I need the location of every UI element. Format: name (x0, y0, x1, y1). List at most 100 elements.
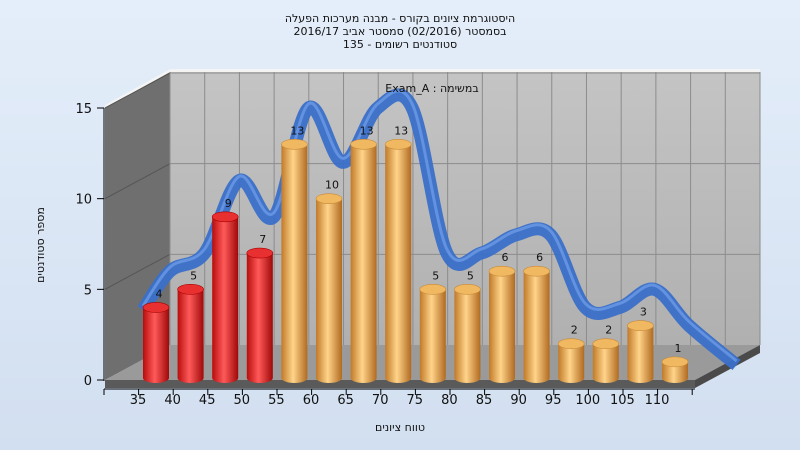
bar-top (627, 320, 654, 331)
bar-top (488, 265, 516, 277)
bar-top (211, 211, 239, 223)
bar-top (661, 356, 689, 368)
y-axis: 0 5 10 15 (75, 102, 105, 389)
x-tick-label: 45 (199, 393, 216, 408)
grid-lines (104, 72, 761, 345)
y-tick-label: 0 (84, 374, 92, 389)
bar-top (281, 138, 308, 150)
curve-highlight (141, 89, 738, 363)
x-tick-label: 40 (164, 393, 181, 408)
bar-top (419, 284, 447, 295)
bar-40 (177, 284, 204, 383)
bar-top (246, 247, 274, 259)
x-tick-label: 70 (372, 393, 389, 408)
x-tick-label: 100 (575, 393, 600, 408)
bar-top (592, 338, 620, 350)
x-tick-label: 35 (130, 393, 147, 408)
data-label: 5 (190, 269, 197, 282)
bar-45 (211, 211, 239, 383)
x-tick-label: 95 (545, 393, 562, 408)
x-tick-label: 65 (337, 393, 354, 408)
bar-70 (384, 138, 412, 383)
data-label: 13 (394, 124, 408, 137)
data-label: 13 (360, 124, 374, 137)
data-label: 9 (225, 197, 232, 210)
bar-top (142, 302, 170, 313)
bar-body (523, 271, 550, 383)
data-labels: 4 5 9 7 13 10 13 13 5 5 6 6 2 2 3 1 (156, 124, 682, 355)
bar-body (143, 307, 169, 383)
bar-105 (627, 320, 654, 383)
x-axis: 35 40 45 50 55 60 65 70 75 80 85 90 95 100 105 110 (103, 388, 695, 408)
bar-body (246, 253, 273, 383)
bar-85 (488, 265, 516, 383)
x-tick-label: 90 (510, 393, 527, 408)
bar-body (385, 144, 412, 383)
chart-title-line-1: היסטוגרמת ציונים בקורס - מבנה מערכות הפע… (285, 12, 515, 25)
data-label: 6 (502, 251, 509, 264)
bar-95 (557, 338, 585, 383)
data-label: 1 (675, 342, 682, 355)
bar-65 (350, 138, 377, 383)
data-label: 5 (467, 269, 474, 282)
y-axis-label: מספר סטודנטים (34, 207, 47, 283)
y-tick-label: 15 (75, 102, 92, 117)
x-tick-label: 110 (645, 393, 670, 408)
bar-body (316, 198, 342, 383)
bar-body (662, 361, 688, 383)
bar-top (523, 265, 550, 277)
bar-body (177, 289, 204, 383)
x-tick-label: 80 (441, 393, 458, 408)
bar-60 (315, 193, 343, 383)
floor-side-edge (695, 345, 760, 388)
bar-body (454, 289, 481, 383)
bar-75 (419, 284, 447, 383)
grid-line-wall (104, 163, 171, 200)
x-tick-label: 85 (476, 393, 493, 408)
x-tick-label: 50 (234, 393, 251, 408)
chart-title-line-3: סטודנטים רשומים - 135 (343, 38, 457, 51)
chart-title-line-2: בסמסטר (02/2016) סמסטר אביב 2016/17 (293, 25, 506, 38)
bar-top (350, 138, 377, 150)
bar-top (315, 193, 343, 204)
bar-body (419, 289, 446, 383)
data-label: 10 (325, 179, 339, 192)
grid-line-wall (104, 72, 171, 109)
bars (142, 138, 689, 383)
x-tick-label: 105 (610, 393, 635, 408)
bar-100 (592, 338, 620, 383)
data-label: 2 (605, 324, 612, 337)
data-label: 6 (536, 251, 543, 264)
data-label: 5 (432, 269, 439, 282)
bar-body (281, 144, 308, 383)
bar-55 (281, 138, 308, 383)
bar-top (384, 138, 412, 150)
x-tick-label: 55 (268, 393, 285, 408)
data-label: 2 (571, 324, 578, 337)
bar-top (177, 284, 204, 295)
bar-body (627, 325, 654, 383)
bar-body (489, 271, 515, 383)
bar-90 (523, 265, 550, 383)
x-axis-label: טווח ציונים (375, 421, 425, 434)
data-label: 3 (640, 306, 647, 319)
x-tick-label: 60 (303, 393, 320, 408)
bar-80 (454, 284, 481, 383)
data-label: 13 (290, 124, 304, 137)
grid-line-wall (104, 253, 171, 290)
bar-35 (142, 302, 170, 383)
bar-top (557, 338, 585, 350)
bar-body (558, 343, 585, 383)
y-tick-label: 5 (84, 283, 92, 298)
y-tick-label: 10 (75, 193, 92, 208)
bar-110 (661, 356, 689, 383)
bar-body (592, 343, 619, 383)
bar-50 (246, 247, 274, 383)
inner-label: Exam_A : במשימה (385, 82, 478, 95)
bar-body (350, 144, 377, 383)
data-label: 4 (156, 287, 163, 300)
distribution-curve (137, 88, 741, 370)
bar-top (454, 284, 481, 295)
data-label: 7 (259, 233, 266, 246)
